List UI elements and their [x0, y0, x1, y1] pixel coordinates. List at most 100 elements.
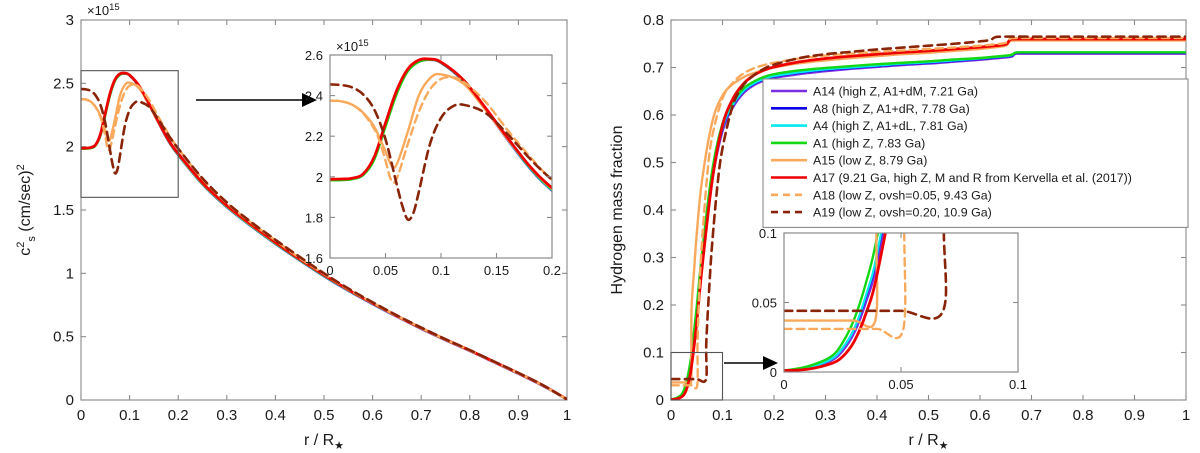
x-tick-label: 0.2 — [543, 263, 561, 278]
legend-label-A19: A19 (low Z, ovsh=0.20, 10.9 Ga) — [813, 206, 992, 220]
legend-item-A15[interactable]: A15 (low Z, 8.79 Ga) — [771, 154, 927, 168]
x-axis-title: r / R★ — [908, 432, 948, 452]
x-tick-label: 0.3 — [815, 407, 836, 424]
legend-label-A4: A4 (high Z, A1+dL, 7.81 Ga) — [813, 119, 968, 133]
curve-A19 — [671, 35, 1186, 384]
x-tick-label: 0 — [326, 263, 333, 278]
x-tick-label: 0.6 — [970, 407, 991, 424]
x-axis-title: r / R★ — [304, 432, 344, 452]
x-tick-label: 0.9 — [1124, 407, 1145, 424]
legend-label-A15: A15 (low Z, 8.79 Ga) — [813, 154, 927, 168]
x-tick-label: 0 — [667, 407, 675, 424]
legend-item-A19[interactable]: A19 (low Z, ovsh=0.20, 10.9 Ga) — [771, 206, 992, 220]
inset-background — [329, 54, 553, 259]
x-tick-label: 0.7 — [411, 407, 432, 424]
legend-background — [762, 78, 1189, 228]
x-tick-label: 0.2 — [168, 407, 189, 424]
main-curves — [81, 71, 567, 400]
inset-axes: 0 0.05 0.1 0 0.05 0.1 — [752, 226, 1027, 392]
y-tick-label: 1.8 — [305, 210, 323, 225]
hydrogen-svg: 0 0.1 0.2 0.3 0.4 0.5 0.6 0.7 0.8 0.9 1 0 0.1 0.2 0.3 0… — [609, 12, 1190, 452]
y-tick-label: 2 — [316, 170, 323, 185]
main-axes: 0 0.1 0.2 0.3 0.4 0.5 0.6 0.7 0.8 0.9 1 0 0.5 1 1.5 2 2.… — [53, 2, 571, 424]
inset-curves — [330, 57, 552, 222]
curve-A19 — [330, 83, 552, 222]
legend-item-A14[interactable]: A14 (high Z, A1+dM, 7.21 Ga) — [771, 85, 978, 99]
y-tick-label: 0.7 — [643, 60, 664, 77]
curve-A18 — [330, 75, 552, 184]
legend-item-A18[interactable]: A18 (low Z, ovsh=0.05, 9.43 Ga) — [771, 188, 992, 202]
x-tick-label: 0.4 — [265, 407, 286, 424]
y-tick-label: 3 — [66, 12, 74, 29]
x-tick-label: 0.05 — [373, 263, 398, 278]
y-tick-label: 0.2 — [643, 297, 664, 314]
x-tick-label: 0.8 — [459, 407, 480, 424]
inset-axes: 0 0.05 0.1 0.15 0.2 1.6 1.8 2 2.2 2.4 2.6 ×1015 — [305, 38, 561, 278]
curve-A15 — [330, 72, 552, 191]
legend-item-A8[interactable]: A8 (high Z, A1+dR, 7.78 Ga) — [771, 102, 970, 116]
x-tick-label: 0.05 — [888, 377, 913, 392]
y-tick-label: 0.1 — [643, 345, 664, 362]
y-tick-label: 0.05 — [752, 296, 777, 311]
x-tick-label: 0.4 — [867, 407, 888, 424]
y-tick-label: 0.3 — [643, 250, 664, 267]
legend-label-A14: A14 (high Z, A1+dM, 7.21 Ga) — [813, 85, 978, 99]
legend-label-A8: A8 (high Z, A1+dR, 7.78 Ga) — [813, 102, 970, 116]
legend-label-A1: A1 (high Z, 7.83 Ga) — [813, 136, 925, 150]
x-tick-label: 0 — [77, 407, 85, 424]
legend-item-A4[interactable]: A4 (high Z, A1+dL, 7.81 Ga) — [771, 119, 968, 133]
zoom-arrow — [196, 93, 317, 107]
x-tick-label: 0.5 — [918, 407, 939, 424]
y-tick-label: 1.5 — [53, 202, 74, 219]
curve-A17 — [784, 233, 887, 372]
x-tick-label: 0.1 — [432, 263, 450, 278]
y-tick-label: 0 — [770, 365, 777, 380]
zoom-region-box — [80, 70, 179, 198]
curve-A14 — [784, 233, 885, 372]
zoom-region-box — [670, 351, 724, 401]
x-tick-label: 0.1 — [1009, 377, 1027, 392]
legend-item-A1[interactable]: A1 (high Z, 7.83 Ga) — [771, 136, 925, 150]
y-tick-label: 2.5 — [53, 75, 74, 92]
y-tick-label: 0 — [66, 392, 74, 409]
model-legend[interactable]: A14 (high Z, A1+dM, 7.21 Ga) A8 (high Z, … — [762, 78, 1189, 228]
x-tick-label: 0.15 — [484, 263, 509, 278]
y-tick-label: 0.5 — [643, 155, 664, 172]
curve-A19 — [81, 87, 567, 400]
y-tick-label: 0.5 — [53, 329, 74, 346]
x-tick-label: 0.2 — [764, 407, 785, 424]
y-tick-label: 0.4 — [643, 202, 664, 219]
y-axis-title: c2s (cm/sec)2 — [15, 164, 38, 256]
y-tick-label: 2 — [66, 139, 74, 156]
x-tick-label: 0 — [780, 377, 787, 392]
main-curves — [671, 35, 1186, 400]
y-tick-label: 2.6 — [305, 48, 323, 63]
y-tick-label: 1.6 — [305, 251, 323, 266]
y-tick-label: 0.8 — [643, 12, 664, 29]
inset-background — [783, 232, 1019, 373]
inset-curves — [784, 233, 948, 372]
x-tick-label: 0.7 — [1021, 407, 1042, 424]
legend-label-A18: A18 (low Z, ovsh=0.05, 9.43 Ga) — [813, 188, 992, 202]
arrow-head — [763, 356, 778, 370]
x-tick-label: 0.8 — [1073, 407, 1094, 424]
y-tick-label: 2.2 — [305, 129, 323, 144]
arrow-head — [302, 93, 317, 107]
x-tick-label: 1 — [563, 407, 571, 424]
axis-exponent: ×1015 — [336, 38, 369, 54]
sound-speed-svg: 0 0.1 0.2 0.3 0.4 0.5 0.6 0.7 0.8 0.9 1 0 0.5 1 1.5 2 2.… — [15, 2, 571, 452]
curve-A1 — [671, 51, 1186, 400]
sound-speed-panel: 0 0.1 0.2 0.3 0.4 0.5 0.6 0.7 0.8 0.9 1 0 0.5 1 1.5 2 2.… — [15, 2, 571, 452]
hydrogen-panel: 0 0.1 0.2 0.3 0.4 0.5 0.6 0.7 0.8 0.9 1 0 0.1 0.2 0.3 0… — [600, 0, 1200, 453]
y-tick-label: 2.4 — [305, 89, 323, 104]
y-axis-title: Hydrogen mass fraction — [609, 126, 626, 295]
x-tick-label: 0.6 — [362, 407, 383, 424]
x-tick-label: 0.1 — [712, 407, 733, 424]
legend-item-A17[interactable]: A17 (9.21 Ga, high Z, M and R from Kerve… — [771, 171, 1132, 185]
y-tick-label: 1 — [66, 265, 74, 282]
x-tick-label: 1 — [1182, 407, 1190, 424]
x-tick-label: 0.1 — [119, 407, 140, 424]
curve-A17 — [330, 57, 552, 190]
zoom-arrow — [724, 356, 778, 370]
